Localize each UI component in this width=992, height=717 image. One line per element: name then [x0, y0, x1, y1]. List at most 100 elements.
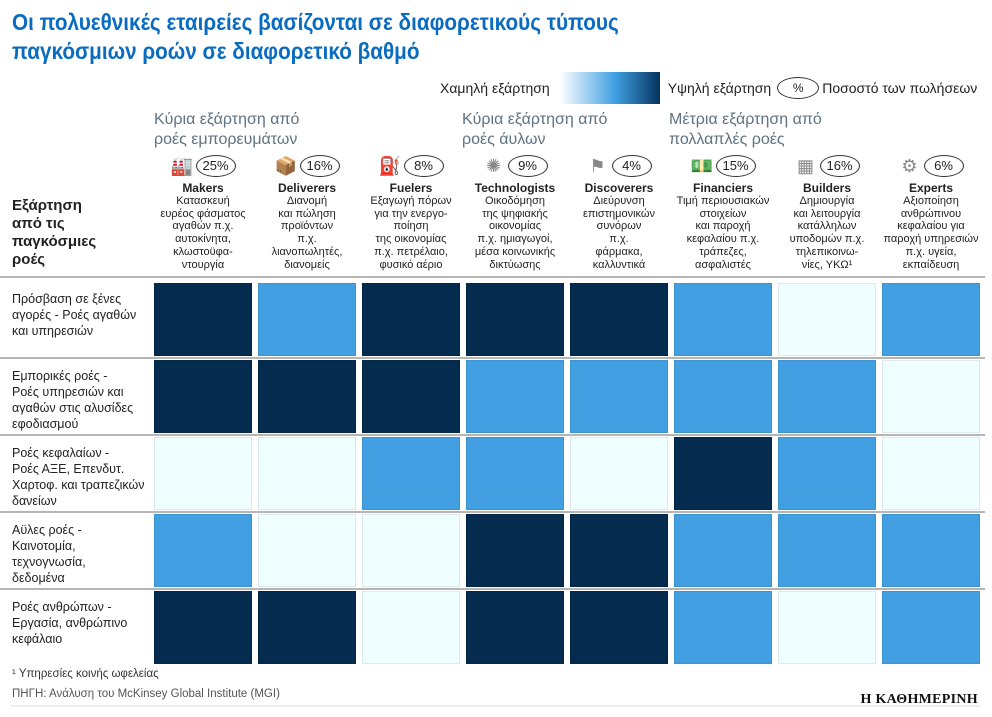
heatmap-cell-low	[258, 437, 356, 510]
chart-title: Οι πολυεθνικές εταιρείες βασίζονται σε δ…	[12, 8, 619, 66]
factory-icon: 🏭	[170, 155, 193, 176]
column-desc-line: εκπαίδευση	[902, 258, 960, 271]
legend: Χαμηλή εξάρτηση Υψηλή εξάρτηση % Ποσοστό…	[440, 72, 977, 104]
heatmap-cell-low	[778, 283, 876, 356]
heatmap-cell-medium	[674, 360, 772, 433]
row-label-line: Ροές ανθρώπων -	[12, 600, 112, 614]
legend-high: Υψηλή εξάρτηση	[667, 80, 772, 96]
column-desc-line: συνόρων	[596, 220, 642, 233]
heatmap-cell-high	[466, 514, 564, 587]
explorer-flag-icon: ⚑	[589, 155, 606, 176]
column-desc-line: Αξιοποίηση	[903, 194, 959, 207]
row-header-line: ροές	[12, 251, 46, 268]
group-header-intangibles: Κύρια εξάρτηση από ροές άυλων	[462, 110, 607, 150]
gear-person-icon: ⚙	[901, 155, 918, 176]
title-line: παγκόσμιων ροών σε διαφορετικό βαθμό	[12, 38, 420, 64]
column-desc-line: κλωστοϋφα-	[173, 245, 233, 258]
row-label: Ροές ανθρώπων - Εργασία, ανθρώπινο κεφάλαι…	[12, 599, 152, 647]
group-line: Κύρια εξάρτηση από	[154, 111, 300, 128]
heatmap-cell-low	[362, 514, 460, 587]
group-header-multiple: Μέτρια εξάρτηση από πολλαπλές ροές	[669, 110, 822, 150]
heatmap-cell-low	[154, 437, 252, 510]
group-line: ροές εμπορευμάτων	[154, 131, 298, 148]
sales-pct: 16%	[299, 155, 340, 177]
heatmap-cell-medium	[674, 514, 772, 587]
column-name: Fuelers	[389, 181, 433, 195]
heatmap-cell-high	[466, 591, 564, 664]
column-desc-line: κεφαλαίου για	[897, 220, 965, 233]
row-label-line: δεδομένα	[12, 571, 65, 585]
column-name: Builders	[802, 181, 851, 195]
column-desc-line: τράπεζες,	[699, 245, 747, 258]
column-desc-line: ευρέος φάσματος	[160, 207, 246, 220]
column-desc-line: λιανοπωλητές,	[271, 245, 343, 258]
money-coins-icon: 💵	[690, 155, 713, 176]
column-desc-line: στοιχείων	[699, 207, 747, 220]
row-label-line: Ροές ΑΞΕ, Επενδυτ.	[12, 462, 125, 476]
column-desc-line: δικτύωσης	[489, 258, 541, 271]
row-label-line: Αϋλες ροές -	[12, 523, 82, 537]
group-line: ροές άυλων	[462, 131, 546, 148]
row-label-line: Εμπορικές ροές -	[12, 369, 108, 383]
column-desc-line: και παροχή	[695, 220, 751, 233]
column-desc-line: και πώληση	[278, 207, 336, 220]
column-desc-line: ποίηση	[393, 220, 429, 233]
heatmap-cell-low	[778, 591, 876, 664]
sales-pct: 4%	[611, 155, 652, 177]
column-desc-line: π.χ. υγεία,	[905, 245, 957, 258]
column-desc-line: Οικοδόμηση	[484, 194, 546, 207]
column-header-discoverers: ⚑ 4% Discoverers Διεύρυνση επιστημονικών συ…	[567, 152, 671, 272]
column-header-makers: 🏭 25% Makers Κατασκευή ευρέος φάσματος αγαθ…	[151, 152, 255, 272]
column-name: Makers	[182, 181, 224, 195]
row-divider	[0, 511, 985, 513]
source: ΠΗΓΗ: Ανάλυση του McKinsey Global Instit…	[12, 688, 280, 700]
row-label: Ροές κεφαλαίων - Ροές ΑΞΕ, Επενδυτ. Χαρτοφ…	[12, 445, 152, 509]
heatmap-cell-high	[154, 360, 252, 433]
heatmap-cell-medium	[882, 514, 980, 587]
group-header-goods: Κύρια εξάρτηση από ροές εμπορευμάτων	[154, 110, 299, 150]
column-header-financiers: 💵 15% Financiers Τιμή περιουσιακών στοιχεί…	[671, 152, 775, 272]
sales-pct: 8%	[403, 155, 444, 177]
row-label-line: Καινοτομία,	[12, 539, 76, 553]
column-name: Financiers	[692, 181, 754, 195]
footnote: ¹ Υπηρεσίες κοινής ωφελείας	[12, 668, 159, 680]
sales-pct: 9%	[507, 155, 548, 177]
column-desc-line: και λειτουργία	[793, 207, 861, 220]
sales-pct: 15%	[715, 155, 756, 177]
column-desc-line: κατάλληλων	[797, 220, 857, 233]
heatmap-cell-medium	[778, 437, 876, 510]
heatmap-cell-low	[882, 360, 980, 433]
row-label-line: Χαρτοφ. και τραπεζικών	[12, 478, 145, 492]
sales-pct: 25%	[195, 155, 236, 177]
column-desc-line: Εξαγωγή πόρων	[370, 194, 452, 207]
heatmap-cell-medium	[466, 360, 564, 433]
column-desc-line: ανθρώπινου	[900, 207, 962, 220]
heatmap-cell-high	[258, 591, 356, 664]
heatmap-cell-high	[674, 437, 772, 510]
column-desc-line: π.χ.	[609, 233, 629, 246]
row-label-line: τεχνογνωσία,	[12, 555, 86, 569]
row-label: Πρόσβαση σε ξένες αγορές - Ροές αγαθών και…	[12, 291, 152, 339]
heatmap-cell-medium	[674, 283, 772, 356]
row-label-line: αγαθών στις αλυσίδες	[12, 401, 134, 415]
publisher-logo: Η ΚΑΘΗΜΕΡΙΝΗ	[860, 692, 978, 707]
row-label: Εμπορικές ροές - Ροές υπηρεσιών και αγαθών…	[12, 368, 152, 432]
column-top: ⚑ 4%	[567, 152, 671, 180]
column-desc-line: της οικονομίας	[375, 233, 447, 246]
column-desc-line: τηλεπικοινω-	[795, 245, 859, 258]
row-label-line: κεφάλαιο	[12, 632, 63, 646]
column-desc-line: Διανομή	[286, 194, 328, 207]
group-line: Κύρια εξάρτηση από	[462, 111, 608, 128]
row-label: Αϋλες ροές - Καινοτομία, τεχνογνωσία, δεδομ…	[12, 522, 152, 586]
heatmap-cell-high	[362, 283, 460, 356]
column-desc-line: π.χ.	[297, 233, 317, 246]
row-divider	[0, 434, 985, 436]
heatmap-cell-medium	[674, 591, 772, 664]
circuit-icon: ✺	[485, 155, 502, 176]
row-header-line: παγκόσμιες	[12, 233, 97, 250]
row-header-line: από τις	[12, 215, 65, 232]
heatmap-cell-low	[570, 437, 668, 510]
column-desc-line: για την ενεργο-	[374, 207, 448, 220]
title-line: Οι πολυεθνικές εταιρείες βασίζονται σε δ…	[12, 9, 619, 35]
row-divider	[0, 588, 985, 590]
